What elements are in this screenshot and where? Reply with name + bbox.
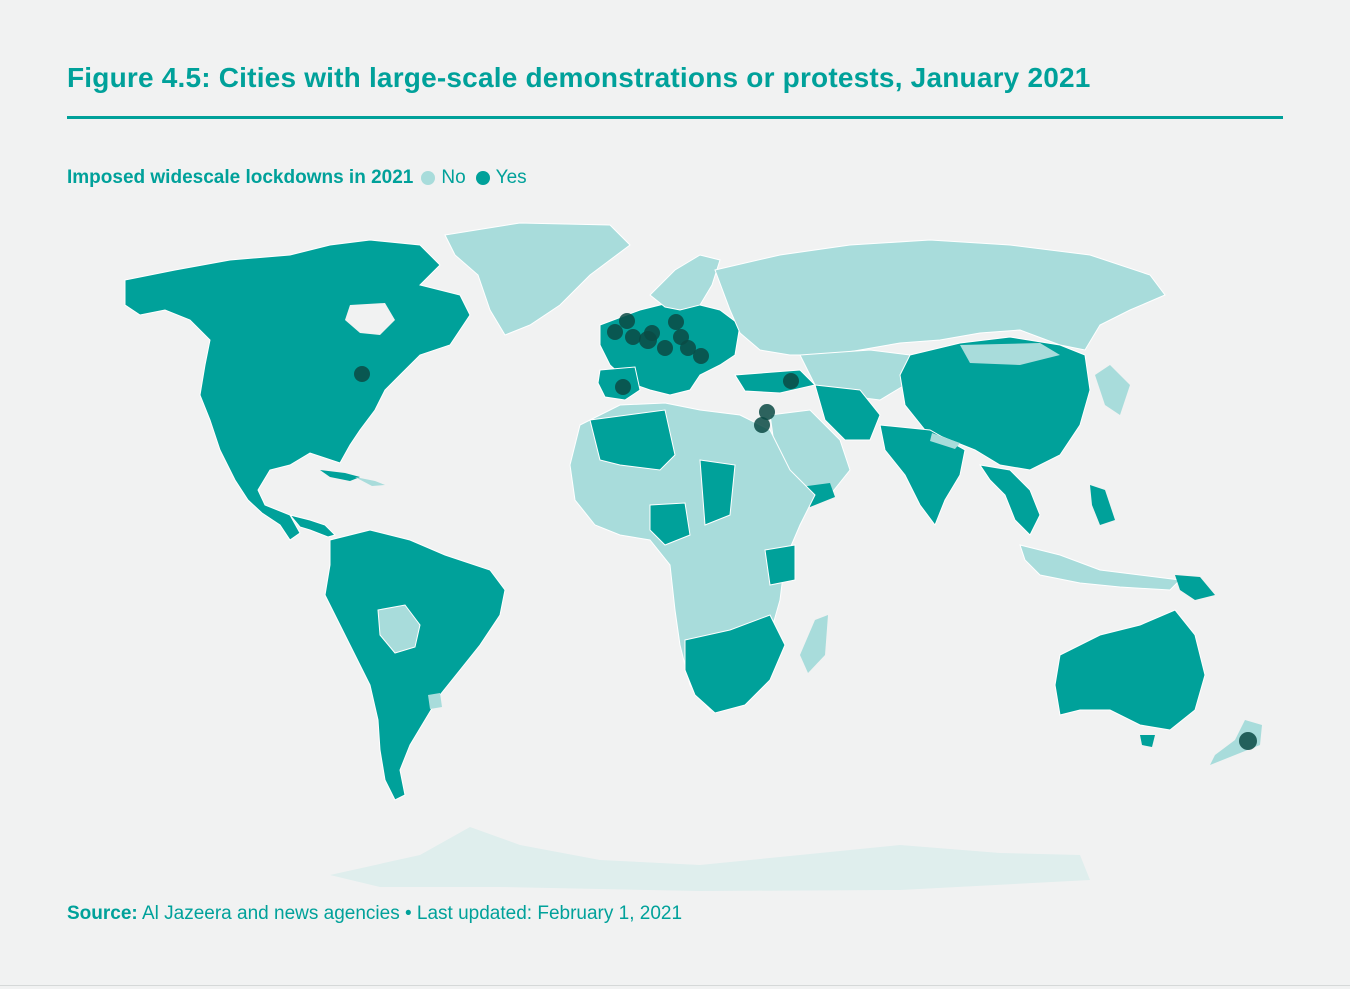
southeast-asia [978, 464, 1041, 536]
legend-item-yes: Yes [475, 167, 527, 189]
protest-markers [354, 313, 1257, 750]
china [899, 336, 1091, 471]
nigeria [649, 502, 691, 546]
protest-marker [619, 313, 635, 329]
indonesia [1019, 544, 1182, 591]
legend-swatch-yes [475, 171, 490, 185]
north-america [124, 239, 471, 541]
title-divider [67, 116, 1283, 119]
protest-marker [644, 325, 660, 341]
sudan-chad-yes [699, 459, 736, 526]
nepal [930, 433, 960, 449]
korea-japan [1095, 365, 1130, 415]
mongolia [960, 343, 1060, 365]
central-america [288, 514, 336, 538]
tasmania [1140, 735, 1155, 747]
protest-marker [783, 373, 799, 389]
papua [1175, 575, 1215, 600]
legend-title: Imposed widescale lockdowns in 2021 [67, 167, 414, 188]
southern-africa [684, 614, 786, 714]
protest-marker [1239, 732, 1257, 750]
protest-marker [759, 404, 775, 420]
protest-marker [615, 379, 631, 395]
world-map [124, 222, 1262, 891]
legend-label-no: No [441, 167, 466, 188]
hudson-bay [345, 303, 395, 335]
protest-marker [354, 366, 370, 382]
caribbean [320, 470, 360, 481]
legend-swatch-no [421, 171, 436, 185]
bolivia [377, 604, 421, 654]
protest-marker [607, 324, 623, 340]
protest-marker [754, 417, 770, 433]
figure-title: Figure 4.5: Cities with large-scale demo… [67, 62, 1091, 93]
bottom-divider [0, 985, 1350, 986]
protest-marker [680, 340, 696, 356]
protest-marker [693, 348, 709, 364]
turkey [734, 369, 816, 394]
south-america [324, 529, 506, 801]
north-africa-yes [589, 409, 676, 471]
protest-marker [657, 340, 673, 356]
legend: Imposed widescale lockdowns in 2021 No Y… [67, 167, 537, 189]
greenland [444, 222, 631, 336]
scandinavia [649, 254, 721, 311]
protest-marker [668, 314, 684, 330]
source-label: Source: [67, 903, 138, 924]
australia [1054, 609, 1206, 731]
cuba [355, 477, 385, 486]
kenya [764, 544, 796, 586]
uruguay [428, 693, 442, 709]
philippines [1090, 485, 1115, 525]
iran [814, 384, 881, 441]
legend-label-yes: Yes [495, 167, 527, 188]
antarctica [330, 827, 1090, 891]
protest-marker [625, 329, 641, 345]
russia [714, 239, 1166, 356]
source-line: Source: Al Jazeera and news agencies • L… [67, 903, 682, 925]
legend-item-no: No [421, 167, 466, 189]
source-text: Al Jazeera and news agencies • Last upda… [141, 903, 683, 924]
madagascar [800, 615, 828, 673]
new-zealand [1210, 720, 1262, 765]
